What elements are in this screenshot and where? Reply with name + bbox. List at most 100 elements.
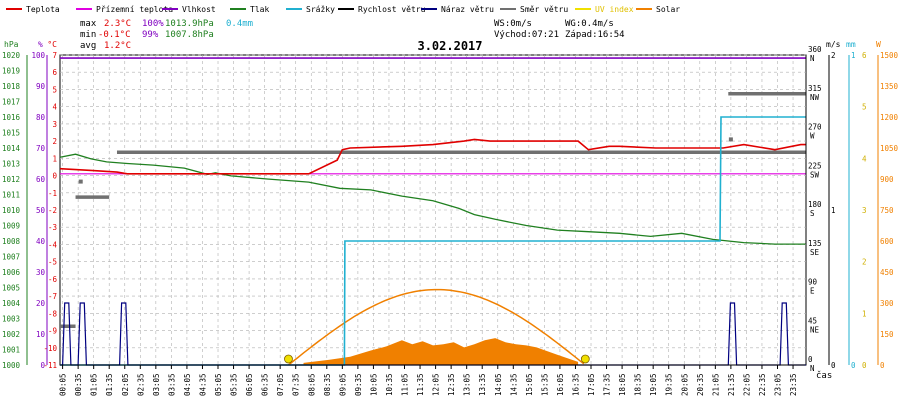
x-tick-label: 15:35 <box>540 373 549 396</box>
legend-label: Vlhkost <box>182 5 216 14</box>
wind-direction-tick: 45 <box>808 316 817 325</box>
temperature-tick: 7 <box>52 51 57 60</box>
wind-gust-line <box>60 302 806 366</box>
humidity-tick: 100 <box>31 51 45 60</box>
x-tick-label: 22:35 <box>758 373 767 396</box>
temperature-tick: -9 <box>48 327 57 336</box>
wind-direction-label: E <box>810 287 815 296</box>
wind-direction-label: NE <box>810 325 820 334</box>
uv-tick: 3 <box>862 206 867 215</box>
x-axis: 00:05 00:35 01:05 01:35 02:05 02:35 03:05 03:35… <box>59 365 798 396</box>
x-tick-label: 08:05 <box>307 373 316 396</box>
x-tick-label: 08:35 <box>323 373 332 396</box>
wind-direction-label: W <box>810 132 815 141</box>
uv-tick: 5 <box>862 103 867 112</box>
x-tick-label: 12:35 <box>447 373 456 396</box>
wind-direction-tick: 270 <box>808 123 822 132</box>
x-tick-label: 05:35 <box>230 373 239 396</box>
humidity-tick: 20 <box>36 299 46 308</box>
x-tick-label: 02:05 <box>121 373 130 396</box>
sunset-marker <box>580 354 590 364</box>
min-humidity: 99% <box>142 30 159 40</box>
sunset-info: Západ:16:54 <box>565 30 625 40</box>
x-tick-label: 06:05 <box>245 373 254 396</box>
min-label: min <box>80 30 96 40</box>
uv-tick: 2 <box>862 258 867 267</box>
min-pressure: 1007.8hPa <box>165 30 214 40</box>
humidity-tick: 80 <box>36 113 46 122</box>
solar-tick: 1500 <box>880 51 899 60</box>
temperature-tick: -3 <box>48 223 57 232</box>
pressure-tick: 1020 <box>2 51 21 60</box>
pressure-tick: 1001 <box>2 346 20 355</box>
rain-axis-unit: mm <box>846 40 856 49</box>
solar-tick: 1200 <box>880 113 899 122</box>
sunrise-info: Východ:07:21 <box>494 30 559 40</box>
x-tick-label: 07:35 <box>292 373 301 396</box>
x-tick-label: 15:05 <box>525 373 534 396</box>
rain-tick: 1 <box>851 51 856 60</box>
legend-label: Náraz větru <box>441 5 494 14</box>
x-tick-label: 04:35 <box>198 373 207 396</box>
temperature-tick: -11 <box>43 361 57 370</box>
x-tick-label: 16:05 <box>556 373 565 396</box>
max-rain: 0.4mm <box>226 19 253 29</box>
humidity-axis-unit: % <box>38 40 43 49</box>
pressure-tick: 1003 <box>2 315 20 324</box>
x-tick-label: 12:05 <box>432 373 441 396</box>
solar-tick: 1350 <box>880 82 899 91</box>
solar-axis-unit: W <box>876 40 881 49</box>
min-temp: -0.1°C <box>98 30 131 40</box>
pressure-tick: 1011 <box>2 191 20 200</box>
temperature-axis-unit: °C <box>47 40 57 49</box>
solar-tick: 300 <box>880 299 894 308</box>
temperature-tick: -6 <box>48 275 58 284</box>
pressure-tick: 1004 <box>2 299 21 308</box>
solar-area <box>303 338 579 365</box>
x-axis-label: čas <box>816 370 832 381</box>
x-tick-label: 22:05 <box>742 373 751 396</box>
sunrise-marker <box>284 354 293 364</box>
x-tick-label: 17:05 <box>587 373 596 396</box>
pressure-axis-unit: hPa <box>4 40 19 49</box>
humidity-tick: 0 <box>40 361 45 370</box>
max-label: max <box>80 19 97 29</box>
wind-direction-label: N <box>810 54 815 63</box>
wind-speed-tick: 2 <box>831 51 836 60</box>
temperature-tick: -7 <box>48 292 57 301</box>
wind-speed-info: WS:0m/s <box>494 19 532 29</box>
max-temp: 2.3°C <box>104 19 131 29</box>
x-tick-label: 03:05 <box>152 373 161 396</box>
x-tick-label: 14:35 <box>509 373 518 396</box>
temperature-tick: 4 <box>52 103 57 112</box>
wind-direction-point <box>728 137 733 142</box>
x-tick-label: 07:05 <box>276 373 285 396</box>
temperature-tick: -10 <box>43 344 57 353</box>
wind-direction-tick: 0 <box>808 355 813 364</box>
x-tick-label: 11:35 <box>416 373 425 396</box>
solar-tick: 750 <box>880 206 894 215</box>
pressure-tick: 1010 <box>2 206 21 215</box>
humidity-tick: 90 <box>36 82 46 91</box>
solar-theoretical-curve <box>288 288 585 366</box>
solar-tick: 0 <box>880 361 885 370</box>
wind-direction-point <box>78 179 83 184</box>
uv-tick: 1 <box>862 309 867 318</box>
legend-label: Teplota <box>26 5 60 14</box>
pressure-tick: 1018 <box>2 82 21 91</box>
wind-direction-label: S <box>810 209 815 218</box>
legend-label: Tlak <box>250 5 269 14</box>
avg-temp: 1.2°C <box>104 41 131 51</box>
x-tick-label: 13:35 <box>478 373 487 396</box>
humidity-tick: 70 <box>36 144 46 153</box>
temperature-tick: -4 <box>48 240 58 249</box>
legend-label: UV index <box>595 5 634 14</box>
uv-tick: 0 <box>862 361 867 370</box>
temperature-tick: -5 <box>48 258 57 267</box>
x-tick-label: 19:05 <box>649 373 658 396</box>
x-tick-label: 20:05 <box>680 373 689 396</box>
uv-tick: 4 <box>862 154 867 163</box>
x-tick-label: 20:35 <box>696 373 705 396</box>
